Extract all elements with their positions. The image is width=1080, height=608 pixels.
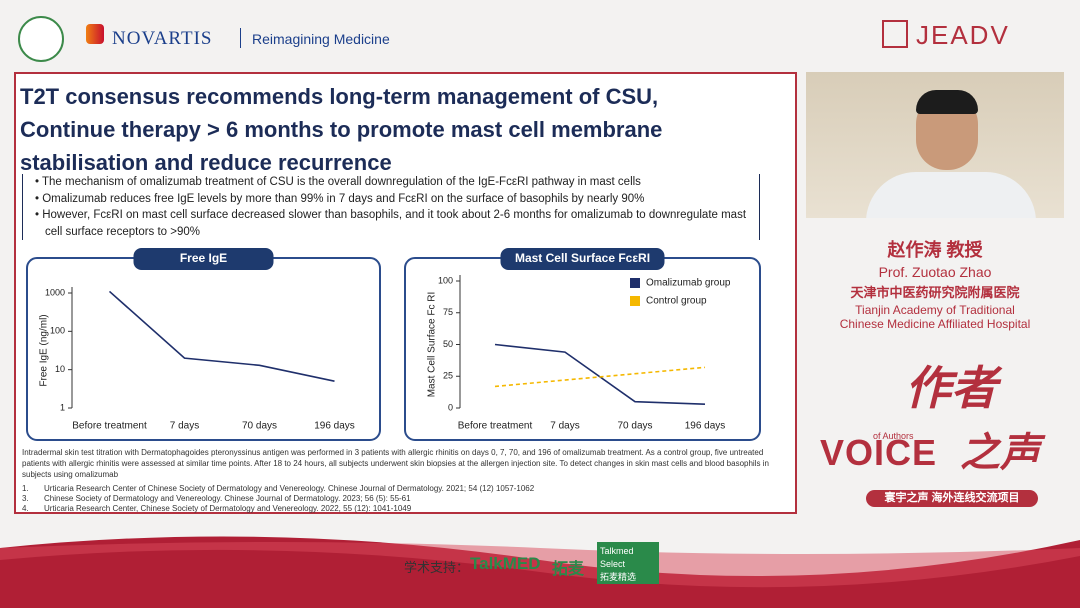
speaker-video (806, 72, 1064, 218)
brand-huanyu: 寰宇之声 (884, 492, 929, 504)
footnote: Intradermal skin test titration with Der… (22, 448, 769, 479)
jeadv-logo (882, 20, 908, 48)
select-cn: 拓麦精选 (600, 572, 637, 582)
x-tick-label: 7 days (170, 421, 199, 432)
x-tick-label: 7 days (550, 421, 579, 432)
bullet: • Omalizumab reduces free IgE levels by … (29, 191, 753, 208)
bullet-dot: • (35, 209, 43, 221)
y-tick-label: 10 (55, 364, 65, 374)
legend-label: Omalizumab group (646, 278, 731, 289)
ref-text: Urticaria Research Center, Chinese Socie… (44, 504, 412, 513)
y-axis-label: Mast Cell Surface Fc RI (427, 292, 438, 398)
bullet-dot: • (35, 176, 43, 188)
shirt (866, 172, 1036, 218)
y-tick-label: 1 (60, 402, 65, 412)
title-line: T2T consensus recommends long-term manag… (20, 84, 659, 109)
footer-wave (0, 542, 1080, 588)
brand-banner: 寰宇之声 海外连线交流项目 (866, 490, 1038, 507)
legend-swatch (630, 278, 640, 288)
y-axis-label: Free IgE (ng/ml) (39, 314, 50, 386)
footer-band (0, 536, 1080, 608)
speaker-info: 赵作涛 教授 Prof. Zuotao Zhao 天津市中医药研究院附属医院 T… (806, 236, 1064, 331)
series-line (494, 366, 706, 388)
y-tick-label: 50 (443, 339, 453, 349)
reference: 1. Urticaria Research Center of Chinese S… (22, 484, 792, 494)
hair (916, 90, 978, 114)
brand-zhisheng: 之声 (960, 431, 1040, 475)
x-tick-label: 70 days (242, 421, 277, 432)
brand-zuozhe: 作者 (905, 362, 997, 414)
brand-of-authors: of Authors (873, 431, 914, 441)
bullet: • The mechanism of omalizumab treatment … (29, 174, 753, 191)
y-tick-label: 75 (443, 307, 453, 317)
chart-title: Free IgE (180, 251, 227, 265)
divider (240, 28, 241, 48)
ref-num: 3. (22, 494, 29, 503)
brand-project: 海外连线交流项目 (931, 492, 1020, 504)
title-pill (500, 248, 665, 270)
x-tick-label: Before treatment (72, 421, 147, 432)
slide-title: T2T consensus recommends long-term manag… (20, 80, 662, 179)
tuomai: 拓麦 (552, 561, 585, 578)
title-line: Continue therapy > 6 months to promote m… (20, 117, 663, 142)
series-line (108, 290, 335, 382)
speaker-org-en: Tianjin Academy of Traditional (855, 303, 1015, 317)
x-tick-label: Before treatment (458, 421, 533, 432)
reference: 3. Chinese Society of Dermatology and Ven… (22, 494, 792, 504)
y-tick-label: 25 (443, 371, 453, 381)
legend-swatch (630, 296, 640, 306)
y-tick-label: 1000 (45, 287, 65, 297)
select-logo: Talkmed Select 拓麦精选 (597, 542, 659, 584)
logo-seal (18, 16, 64, 62)
chart-frame (26, 257, 381, 441)
bullet-text: The mechanism of omalizumab treatment of… (42, 176, 641, 188)
select-text: Talkmed Select (600, 546, 634, 569)
tagline: Reimagining Medicine (252, 31, 390, 47)
title-pill (133, 248, 274, 270)
y-tick-label: 100 (50, 326, 65, 336)
ref-num: 1. (22, 484, 29, 493)
x-tick-label: 196 days (314, 421, 355, 432)
x-tick-label: 196 days (685, 421, 726, 432)
talkmed: TalkMED (470, 554, 541, 573)
x-tick-label: 70 days (617, 421, 652, 432)
ref-text: Urticaria Research Center of Chinese Soc… (44, 484, 535, 493)
title-line: stabilisation and reduce recurrence (20, 150, 392, 175)
bullet-text: Omalizumab reduces free IgE levels by mo… (42, 192, 645, 205)
jeadv-text: JEADV (916, 20, 1010, 50)
references: 1. Urticaria Research Center of Chinese S… (22, 484, 792, 514)
ref-text: Chinese Society of Dermatology and Vener… (44, 494, 411, 503)
novartis-logo (86, 24, 104, 44)
bullet-text: However, FcεRI on mast cell surface decr… (42, 209, 747, 238)
bullet-list: • The mechanism of omalizumab treatment … (22, 174, 760, 240)
speaker-org-en: Chinese Medicine Affiliated Hospital (839, 317, 1031, 331)
y-tick-label: 0 (448, 402, 453, 412)
speaker-org-cn: 天津市中医药研究院附属医院 (850, 285, 1020, 300)
brand-voice: VOICE (820, 432, 938, 473)
bullet: • However, FcεRI on mast cell surface de… (29, 207, 753, 240)
speaker-name-cn: 赵作涛 教授 (887, 240, 983, 260)
reference: 4. Urticaria Research Center, Chinese Soc… (22, 504, 792, 514)
chart-title: Mast Cell Surface FcεRI (515, 251, 650, 265)
support-label: 学术支持： (404, 560, 470, 575)
y-tick-label: 100 (438, 275, 453, 285)
ref-num: 4. (22, 504, 29, 513)
bullet-dot: • (35, 192, 43, 205)
brand-text: NOVARTIS (112, 28, 213, 49)
speaker-name-en: Prof. Zuotao Zhao (878, 264, 992, 280)
legend-label: Control group (646, 296, 707, 307)
